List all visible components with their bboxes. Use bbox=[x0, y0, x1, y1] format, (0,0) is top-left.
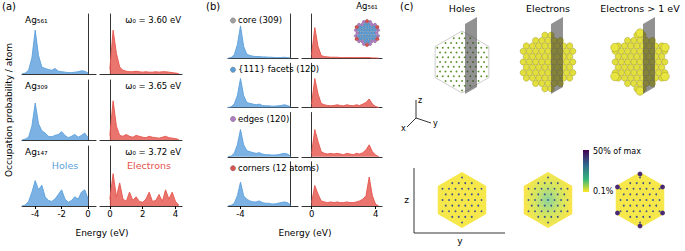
svg-text:4: 4 bbox=[373, 209, 378, 219]
svg-text:(b): (b) bbox=[206, 1, 220, 12]
svg-text:Ag₅₆₁: Ag₅₆₁ bbox=[25, 15, 48, 25]
svg-text:Holes: Holes bbox=[449, 3, 475, 14]
svg-text:Ag₃₀₉: Ag₃₀₉ bbox=[25, 81, 48, 91]
svg-text:z: z bbox=[418, 96, 422, 105]
svg-text:ω₀ = 3.65 eV: ω₀ = 3.65 eV bbox=[125, 81, 181, 91]
svg-text:y: y bbox=[433, 119, 438, 128]
svg-text:4: 4 bbox=[173, 209, 178, 219]
svg-text:0: 0 bbox=[309, 209, 314, 219]
svg-text:Electrons: Electrons bbox=[526, 3, 570, 14]
svg-text:corners (12 atoms): corners (12 atoms) bbox=[238, 163, 319, 173]
svg-text:{111} facets (120): {111} facets (120) bbox=[238, 64, 319, 74]
svg-text:-4: -4 bbox=[31, 209, 39, 219]
svg-text:ω₀ = 3.60 eV: ω₀ = 3.60 eV bbox=[125, 15, 181, 25]
svg-text:Occupation probability / atom: Occupation probability / atom bbox=[4, 43, 14, 177]
svg-text:Ag₁₄₇: Ag₁₄₇ bbox=[25, 147, 48, 157]
svg-text:Holes: Holes bbox=[52, 160, 78, 171]
svg-text:edges (120): edges (120) bbox=[238, 114, 289, 124]
svg-text:-4: -4 bbox=[236, 209, 244, 219]
svg-text:z: z bbox=[404, 195, 409, 205]
svg-text:x: x bbox=[401, 124, 406, 133]
svg-text:2: 2 bbox=[140, 209, 145, 219]
svg-text:Ag₅₆₁: Ag₅₆₁ bbox=[356, 1, 377, 11]
svg-text:y: y bbox=[457, 236, 463, 246]
svg-text:(c): (c) bbox=[400, 1, 413, 12]
svg-text:Energy (eV): Energy (eV) bbox=[75, 228, 128, 238]
svg-text:(a): (a) bbox=[2, 1, 16, 12]
svg-text:0: 0 bbox=[85, 209, 90, 219]
svg-text:50% of max: 50% of max bbox=[593, 147, 641, 156]
svg-text:ω₀ = 3.72 eV: ω₀ = 3.72 eV bbox=[125, 147, 181, 157]
svg-text:0: 0 bbox=[107, 209, 112, 219]
svg-text:-2: -2 bbox=[57, 209, 65, 219]
svg-text:Electrons > 1 eV: Electrons > 1 eV bbox=[600, 3, 680, 14]
svg-text:0.1%: 0.1% bbox=[593, 187, 614, 196]
svg-text:Energy (eV): Energy (eV) bbox=[278, 228, 331, 238]
svg-text:Electrons: Electrons bbox=[127, 160, 171, 171]
svg-text:core (309): core (309) bbox=[238, 15, 282, 25]
